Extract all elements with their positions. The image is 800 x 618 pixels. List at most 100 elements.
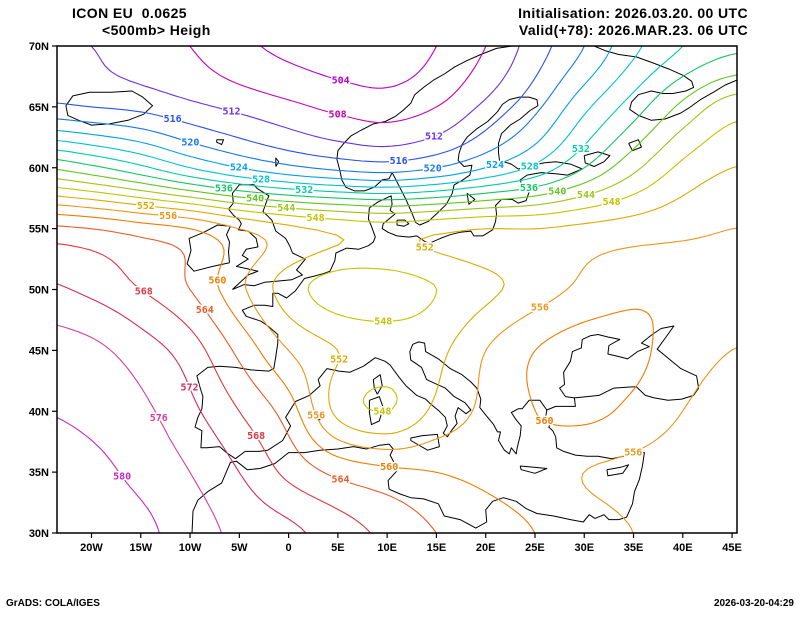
contour-label: 568 [247,431,265,442]
contour-label: 520 [181,137,199,148]
contour-label: 520 [424,163,442,174]
x-tick-label: 20E [476,542,496,554]
contour-line-548 [57,120,737,223]
contour-label: 548 [373,407,391,418]
y-tick-label: 55N [29,224,49,236]
y-tick-label: 40N [29,406,49,418]
map-border [56,45,738,534]
contour-label: 548 [307,213,325,224]
coastline [368,396,384,426]
contour-label: 572 [180,382,198,393]
y-tick-label: 35N [29,467,49,479]
axis-labels-layer: 20W 15W 10W 5W 0 5E 10E 15E 20E 25E 30E 35E 40E 45E 30… [29,41,742,554]
x-tick-label: 15W [129,542,152,554]
contour-label: 556 [624,447,642,458]
contour-line-564 [57,225,437,533]
coastline [194,46,583,460]
contour-label: 560 [380,462,398,473]
model-title: ICON EU 0.0625 [72,5,187,21]
y-tick-label: 45N [29,345,49,357]
x-tick-label: 15E [427,542,447,554]
contour-line-532 [57,46,684,195]
field-title: <500mb> Heigh [102,22,211,38]
x-tick-label: 25E [525,542,545,554]
x-tick-label: 5W [231,542,248,554]
coastline [372,374,383,395]
contour-label: 524 [230,163,248,174]
contour-label: 512 [425,131,443,142]
contour-label: 560 [208,275,226,286]
contour-line-528 [57,46,643,188]
contour-line-508 [189,46,487,124]
contour-label: 536 [520,183,538,194]
contour-line-560 [526,308,654,427]
contour-label: 516 [390,156,408,167]
y-tick-label: 60N [29,163,49,175]
coastline [519,465,548,474]
contour-line-504 [260,46,438,89]
contour-label: 528 [521,161,539,172]
contour-line-520 [57,46,585,174]
x-tick-label: 40E [673,542,693,554]
coastline [275,157,280,167]
contour-label: 544 [577,190,595,201]
grads-stamp: GrADS: COLA/IGES [6,598,100,609]
coastline [216,139,225,146]
x-tick-label: 35E [624,542,644,554]
x-tick-label: 30E [574,542,594,554]
contour-line-568 [57,243,371,533]
coastline [235,341,548,460]
contour-label: 540 [246,194,264,205]
contour-label: 552 [330,354,348,365]
contour-label: 504 [332,75,350,86]
contour-label: 544 [277,203,295,214]
x-tick-label: 10W [179,542,202,554]
contour-label: 528 [252,175,270,186]
contour-line-576 [57,324,223,533]
x-tick-label: 20W [80,542,103,554]
y-tick-label: 70N [29,41,49,53]
contour-label: 576 [150,413,168,424]
coastline [628,139,642,152]
coastline [228,184,306,290]
coastline [410,433,440,451]
contour-line-524 [57,46,613,182]
contour-line-556 [581,347,737,533]
x-tick-label: 0 [286,542,292,554]
contour-label: 564 [196,305,214,316]
contour-label: 560 [535,416,553,427]
contour-label: 556 [531,303,549,314]
contour-line-560 [57,213,536,533]
coastline [311,413,323,421]
contour-line-548 [362,386,398,413]
init-time: Initialisation: 2026.03.20. 00 UTC [518,5,748,21]
coastline [606,464,630,477]
contour-label: 536 [215,184,233,195]
contour-label: 548 [374,316,392,327]
coastline [583,151,611,167]
contour-line-548 [307,267,438,323]
contour-label: 548 [603,197,621,208]
coastline [593,46,737,121]
contour-label: 556 [307,410,325,421]
contour-line-552 [57,165,737,435]
y-tick-label: 65N [29,102,49,114]
x-tick-label: 5E [331,542,344,554]
contour-label: 508 [329,109,347,120]
contour-label: 512 [223,106,241,117]
map-frame [52,45,738,538]
contour-line-572 [57,283,307,533]
contour-line-512 [90,46,520,148]
contour-line-536 [57,52,737,201]
contour-label: 580 [113,472,131,483]
coastline [396,219,410,227]
contours-layer [57,46,737,533]
y-tick-label: 30N [29,528,49,540]
x-tick-label: 45E [722,542,742,554]
contour-line-580 [57,417,160,533]
contour-label: 552 [416,243,434,254]
contour-line-544 [57,93,737,214]
contour-line-556 [57,204,737,451]
